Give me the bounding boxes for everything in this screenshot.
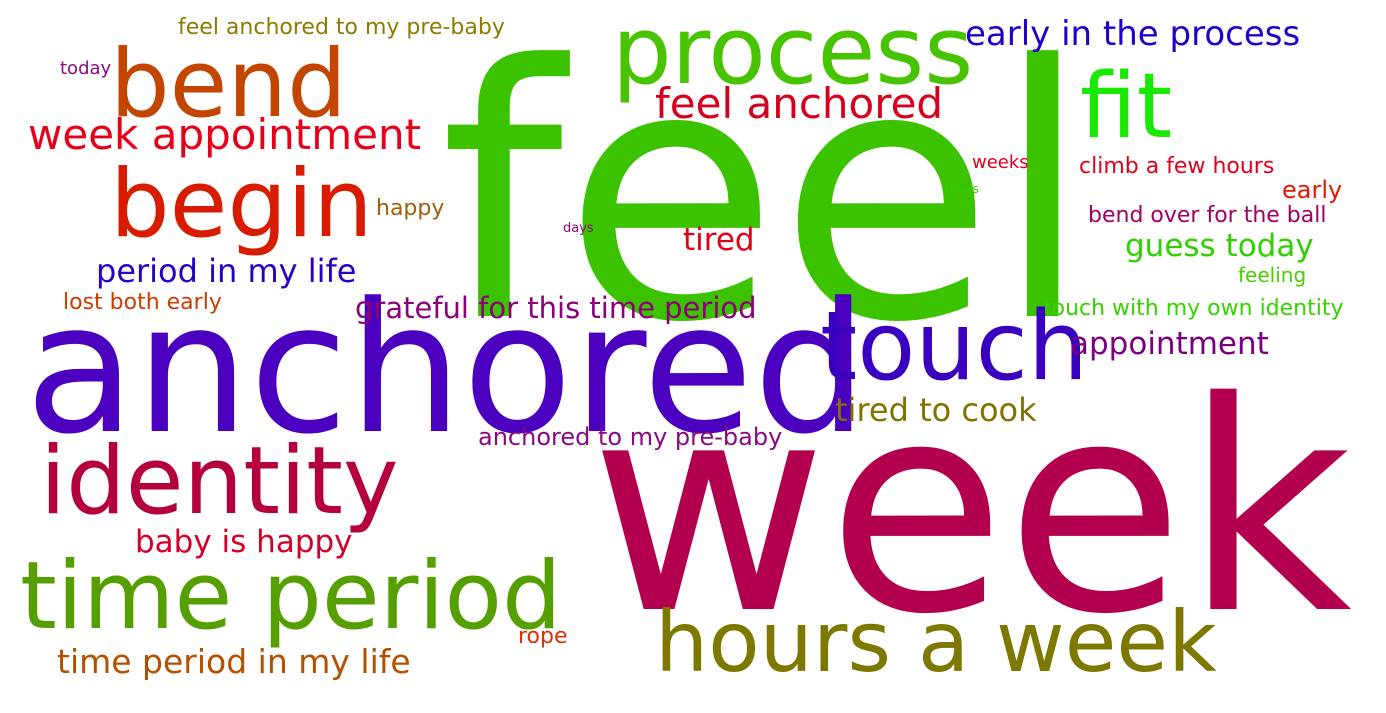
word-anchored: anchored [25, 265, 868, 474]
word-guess-today: guess today [1125, 228, 1314, 264]
word-period-in-my-life: period in my life [96, 252, 357, 290]
word-touch: touch [820, 292, 1089, 402]
word-tired-to-cook: tired to cook [835, 391, 1037, 429]
word-climb-a-few-hours: climb a few hours [1079, 154, 1275, 179]
word-time-period: time period [20, 542, 562, 651]
word-hours: hours [945, 182, 979, 196]
word-week: week [590, 341, 1352, 678]
word-week-appointment: week appointment [28, 110, 422, 159]
word-today: today [60, 58, 112, 79]
word-feel-anchored-to-my-pre-baby: feel anchored to my pre-baby [178, 15, 505, 40]
word-feeling: feeling [1238, 263, 1307, 287]
word-grateful-for-this-time-period: grateful for this time period [355, 291, 757, 325]
word-tired: tired [683, 222, 755, 258]
word-happy: happy [376, 196, 445, 221]
word-process: process [612, 0, 974, 106]
word-rope: rope [518, 624, 568, 649]
word-touch-with-my-own-identity: touch with my own identity [1043, 296, 1344, 321]
word-begin: begin [110, 150, 373, 259]
word-hours-a-week: hours a week [655, 593, 1217, 691]
word-weeks: weeks [972, 152, 1029, 173]
word-early-in-the-process: early in the process [965, 14, 1301, 54]
word-early: early [1282, 176, 1343, 204]
word-days: days [563, 221, 594, 236]
word-bend: bend [110, 30, 347, 139]
word-lost-both-early: lost both early [63, 290, 222, 315]
word-feel: feel [440, 0, 1092, 399]
word-feel-anchored: feel anchored [655, 79, 944, 128]
word-anchored-to-my-pre-baby: anchored to my pre-baby [478, 423, 783, 451]
word-appointment: appointment [1070, 326, 1269, 362]
word-time-period-in-my-life: time period in my life [57, 642, 411, 681]
word-identity: identity [40, 427, 399, 536]
word-bend-over-for-the-ball: bend over for the ball [1088, 203, 1327, 228]
word-fit: fit [1080, 54, 1172, 159]
word-baby-is-happy: baby is happy [135, 524, 353, 560]
